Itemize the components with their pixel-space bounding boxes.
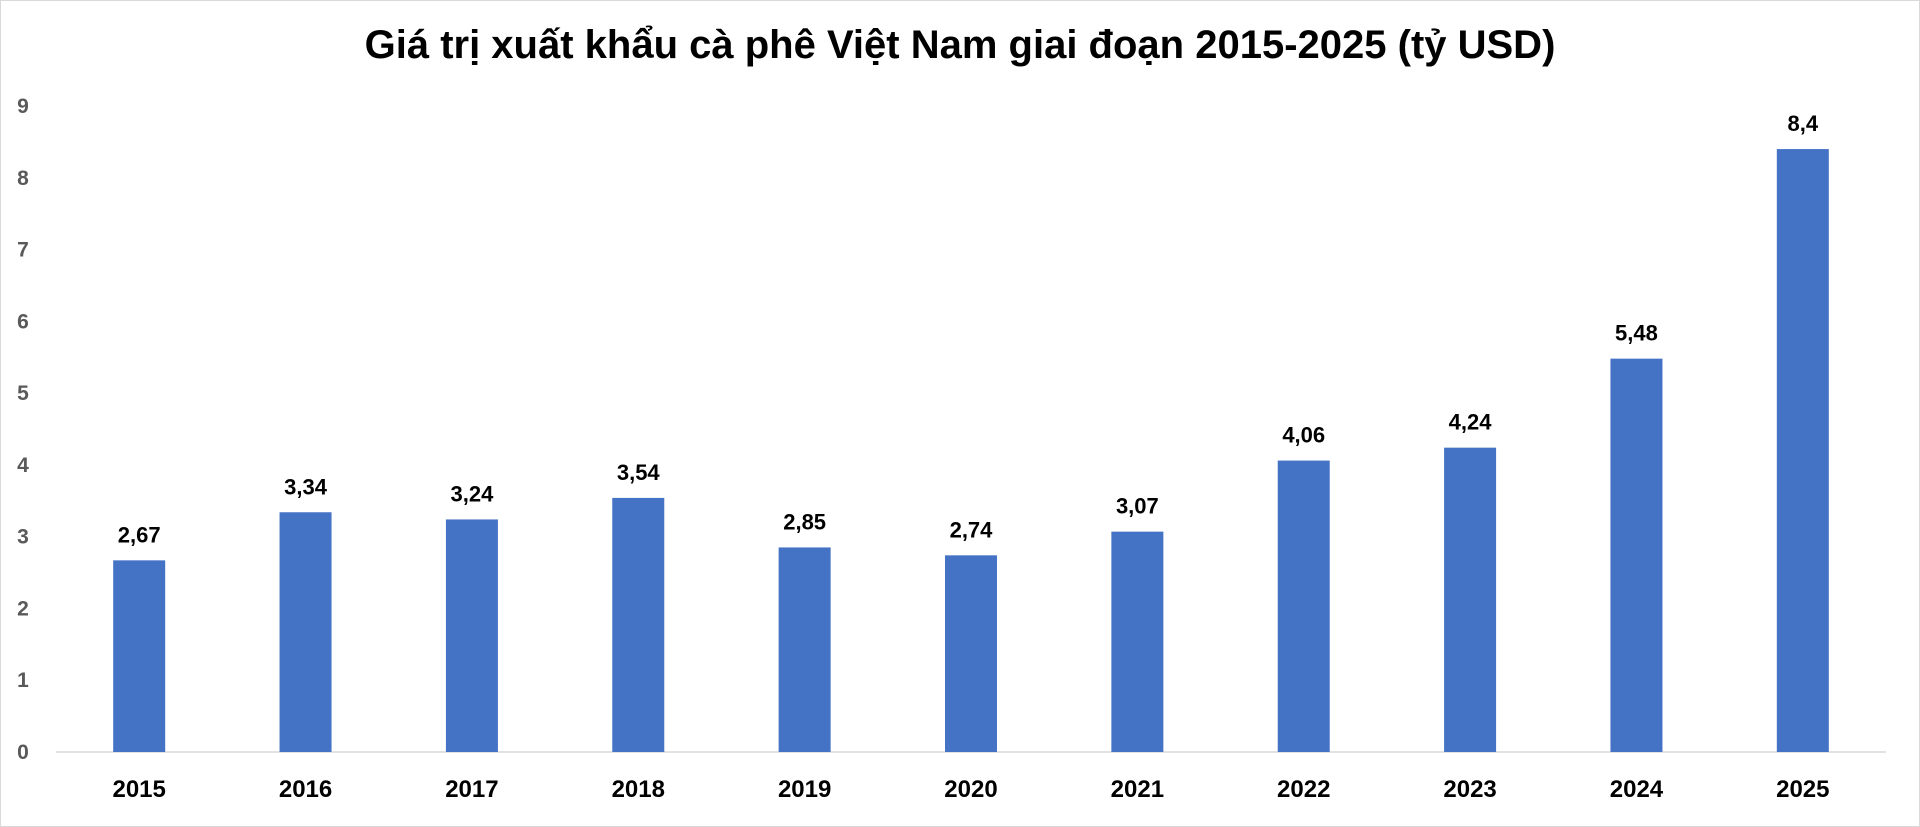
x-tick-label: 2021 <box>1111 776 1164 803</box>
bar <box>279 512 332 752</box>
y-tick-label: 0 <box>17 741 29 764</box>
bar <box>1610 358 1663 752</box>
y-tick-label: 8 <box>17 167 29 190</box>
data-label: 4,06 <box>1282 423 1325 448</box>
y-tick-label: 5 <box>17 382 29 405</box>
x-tick-label: 2024 <box>1610 776 1664 803</box>
y-tick-label: 4 <box>17 454 29 477</box>
data-label: 4,24 <box>1449 410 1493 435</box>
bar <box>778 547 831 752</box>
y-tick-label: 9 <box>17 95 29 118</box>
bar <box>612 497 665 752</box>
data-label: 2,85 <box>783 509 826 534</box>
x-tick-label: 2019 <box>778 776 831 803</box>
data-label: 3,34 <box>284 474 328 499</box>
x-tick-label: 2023 <box>1443 776 1496 803</box>
y-tick-label: 7 <box>17 239 29 262</box>
y-tick-label: 2 <box>17 597 29 620</box>
chart-title: Giá trị xuất khẩu cà phê Việt Nam giai đ… <box>364 23 1556 67</box>
bar <box>945 555 997 752</box>
x-tick-label: 2016 <box>279 776 332 803</box>
y-tick-label: 6 <box>17 310 29 333</box>
data-label: 3,24 <box>450 481 494 506</box>
x-tick-label: 2022 <box>1277 776 1330 803</box>
bar <box>1444 447 1497 752</box>
y-tick-label: 3 <box>17 526 29 549</box>
bar <box>1111 531 1164 752</box>
x-tick-label: 2017 <box>445 776 498 803</box>
x-tick-label: 2018 <box>612 776 665 803</box>
bar <box>113 560 166 752</box>
x-tick-label: 2025 <box>1776 776 1829 803</box>
data-label: 8,4 <box>1788 111 1819 136</box>
x-tick-label: 2020 <box>944 776 997 803</box>
bar <box>445 519 498 752</box>
bar <box>1277 460 1330 752</box>
y-tick-label: 1 <box>17 669 29 692</box>
data-label: 5,48 <box>1615 321 1658 346</box>
bar <box>1776 149 1829 753</box>
x-tick-label: 2015 <box>112 776 165 803</box>
data-label: 3,07 <box>1116 494 1159 519</box>
data-label: 2,67 <box>118 522 161 547</box>
data-label: 3,54 <box>617 460 661 485</box>
data-label: 2,74 <box>950 517 994 542</box>
